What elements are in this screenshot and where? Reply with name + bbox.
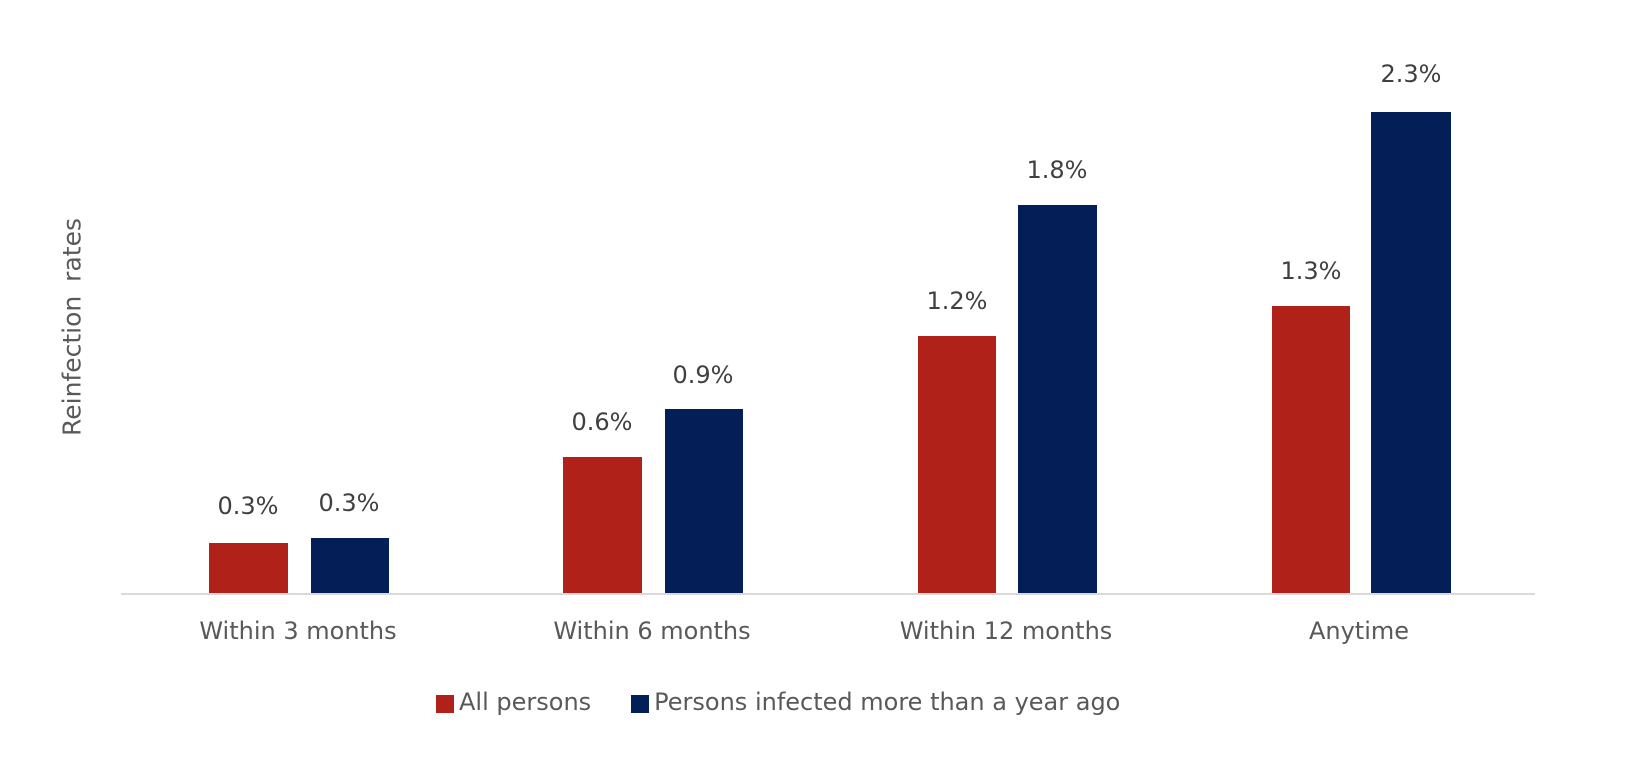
legend-swatch-icon <box>631 695 650 713</box>
bar-over-year-6m <box>665 409 743 594</box>
legend-item-over-year: Persons infected more than a year ago <box>631 688 1120 716</box>
value-label: 2.3% <box>1380 60 1442 88</box>
legend-label: Persons infected more than a year ago <box>654 688 1121 716</box>
x-tick-label: Within 3 months <box>199 617 397 645</box>
value-label: 0.3% <box>217 492 279 520</box>
x-tick-label: Within 12 months <box>899 617 1113 645</box>
value-label: 1.8% <box>1026 156 1088 184</box>
value-label: 0.6% <box>571 408 633 436</box>
bar-over-year-anytime <box>1371 112 1451 594</box>
value-label: 0.9% <box>672 361 734 389</box>
value-label: 1.3% <box>1280 257 1342 285</box>
bar-all-persons-12m <box>918 336 996 594</box>
x-tick-label: Anytime <box>1308 617 1410 645</box>
bar-over-year-3m <box>311 538 389 594</box>
bar-all-persons-6m <box>563 457 642 594</box>
y-axis-label: Reinfection rates <box>57 218 87 436</box>
bar-all-persons-3m <box>209 543 288 594</box>
x-tick-label: Within 6 months <box>553 617 751 645</box>
bar-all-persons-anytime <box>1272 306 1350 594</box>
value-label: 0.3% <box>318 489 380 517</box>
legend-swatch-icon <box>436 695 454 713</box>
legend: All persons Persons infected more than a… <box>436 688 1160 716</box>
legend-label: All persons <box>459 688 592 716</box>
bar-over-year-12m <box>1018 205 1097 594</box>
legend-item-all-persons: All persons <box>436 688 591 716</box>
value-label: 1.2% <box>926 287 988 315</box>
x-axis-line <box>121 593 1535 595</box>
